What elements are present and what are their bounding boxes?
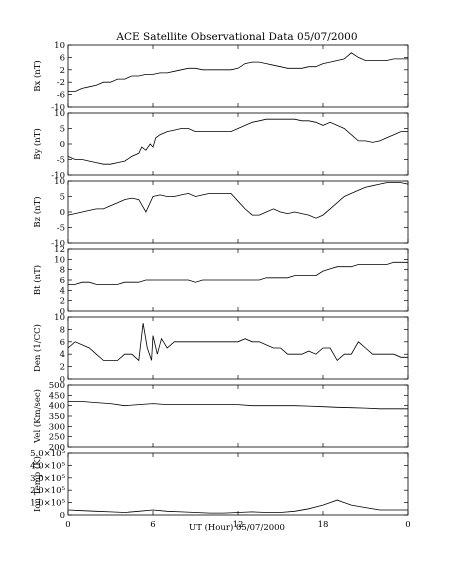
chart-title: ACE Satellite Observational Data 05/07/2… [115,31,357,43]
y-tick-label: 10 [54,255,65,265]
panel-3: -10 -5 0 5 10 Bz (nT) [32,177,409,249]
panel-frame [67,316,409,380]
y-tick-label: 2 [60,297,65,307]
x-tick-label: 6 [150,520,155,530]
series-line-1 [67,182,409,219]
y-tick-label: 500 [49,381,65,391]
x-tick-label: 12 [233,520,244,530]
y-tick-label: 5.0×10⁵ [30,449,65,459]
y-tick-label: 0 [60,511,65,521]
y-axis-label: By (nT) [32,128,43,160]
panel-5: 0 2 4 6 8 10 Den (1/CC) [32,313,409,385]
y-tick-label: 8 [60,325,65,335]
y-tick-label: -10 [51,103,65,113]
y-tick-label: 0 [60,140,65,150]
series-line-1 [68,261,408,285]
y-tick-label: 0 [60,208,65,218]
y-tick-label: -10 [51,239,65,249]
series-line-1 [68,401,408,410]
y-tick-label: 250 [49,433,65,443]
y-tick-label: 10 [54,41,65,51]
y-tick-label: 10 [54,177,65,187]
y-tick-label: 2.0×10⁵ [30,486,65,496]
series-line-1 [68,52,408,92]
panel-frame [67,384,409,448]
panel-7: 0 1.0×10⁵ 2.0×10⁵ 3.0×10⁵ 4.0×10⁵ 5.0×10⁵Ion … [30,449,409,521]
y-tick-label: 0 [60,375,65,385]
y-axis-label: Bt (nT) [32,265,43,295]
y-tick-label: 300 [49,422,65,432]
panel-1: -10 -6 -2 2 6 10 Bx (nT) [32,41,409,113]
y-tick-label: 4 [60,350,65,360]
y-tick-label: 10 [54,313,65,323]
y-tick-label: 6 [60,338,65,348]
y-tick-label: 0 [60,307,65,317]
y-tick-label: 6 [60,53,65,63]
y-axis-label: Den (1/CC) [32,324,43,372]
series-line-1 [67,323,408,362]
y-tick-label: 3.0×10⁵ [30,474,65,484]
y-tick-label: -10 [51,171,65,181]
y-tick-label: 4 [60,286,65,296]
y-tick-label: 5 [60,125,65,135]
y-tick-label: 4.0×10⁵ [30,461,65,471]
y-tick-label: 450 [49,391,65,401]
y-tick-label: 10 [54,109,65,119]
x-tick-label: 0 [65,520,70,530]
series-line-1 [67,118,408,165]
x-tick-label: 0 [405,520,410,530]
y-tick-label: 1.0×10⁵ [30,499,65,509]
y-tick-label: 400 [49,402,65,412]
y-tick-label: -6 [57,91,65,101]
y-tick-label: 8 [60,266,65,276]
y-axis-label: Bz (nT) [32,196,43,227]
panels-group: -10 -6 -2 2 6 10 Bx (nT) -10 -5 0 5 10 By (nT) -10 -5 0… [30,41,411,530]
y-tick-label: 2 [60,66,65,76]
y-axis-label: Bx (nT) [32,60,43,92]
panel-2: -10 -5 0 5 10 By (nT) [32,109,409,181]
x-axis-label: UT (Hour) 05/07/2000 [189,522,285,533]
y-tick-label: 6 [60,276,65,286]
y-tick-label: -5 [57,156,65,166]
y-tick-label: 200 [49,443,65,453]
panel-frame [67,112,409,176]
y-axis-label: Ion Temp (K) [32,456,43,512]
x-tick-label: 18 [318,520,329,530]
y-tick-label: 350 [49,412,65,422]
y-tick-label: -2 [57,78,65,88]
y-tick-label: 2 [60,363,65,373]
series-line-1 [67,499,408,514]
y-axis-label: Vel (Km/sec) [32,389,43,444]
y-tick-label: 12 [54,245,65,255]
y-tick-label: -5 [57,224,65,234]
panel-frame [67,180,409,244]
y-tick-label: 5 [60,193,65,203]
panel-frame [67,44,409,108]
